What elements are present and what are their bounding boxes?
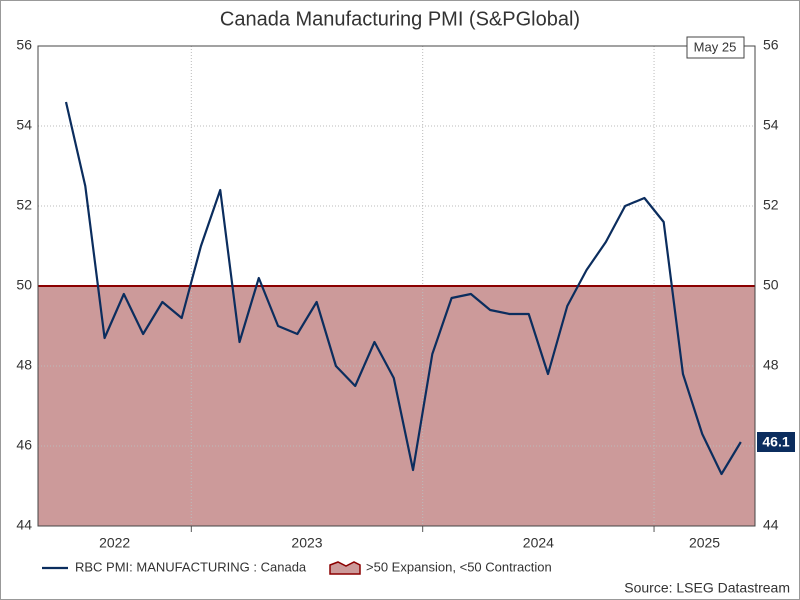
y-tick-label: 54 bbox=[16, 117, 32, 133]
last-value-box bbox=[757, 432, 795, 452]
y2-tick-label: 50 bbox=[763, 277, 779, 293]
series-line bbox=[64, 101, 742, 476]
x-tick-label: 2024 bbox=[523, 535, 554, 551]
y-tick-label: 56 bbox=[16, 37, 32, 53]
source-label: Source: LSEG Datastream bbox=[624, 580, 790, 596]
legend-band bbox=[329, 561, 361, 575]
y-tick-label: 48 bbox=[16, 357, 32, 373]
y-tick-label: 44 bbox=[16, 517, 32, 533]
y2-tick-label: 56 bbox=[763, 37, 779, 53]
x-tick-label: 2022 bbox=[99, 535, 130, 551]
y-tick-label: 50 bbox=[16, 277, 32, 293]
plot-border bbox=[37, 45, 756, 527]
y2-tick-label: 44 bbox=[763, 517, 779, 533]
y2-tick-label: 52 bbox=[763, 197, 779, 213]
x-tick-label: 2025 bbox=[689, 535, 720, 551]
x-tick-label: 2023 bbox=[291, 535, 322, 551]
contraction-band bbox=[38, 286, 755, 526]
date-box bbox=[686, 36, 745, 59]
legend-label: RBC PMI: MANUFACTURING : Canada bbox=[75, 559, 307, 574]
chart-title: Canada Manufacturing PMI (S&PGlobal) bbox=[220, 8, 580, 30]
last-value-label: 46.1 bbox=[762, 434, 789, 450]
y-tick-label: 52 bbox=[16, 197, 32, 213]
y2-tick-label: 48 bbox=[763, 357, 779, 373]
date-label: May 25 bbox=[694, 39, 737, 54]
y2-tick-label: 54 bbox=[763, 117, 779, 133]
y-tick-label: 46 bbox=[16, 437, 32, 453]
legend-label: >50 Expansion, <50 Contraction bbox=[366, 559, 552, 574]
